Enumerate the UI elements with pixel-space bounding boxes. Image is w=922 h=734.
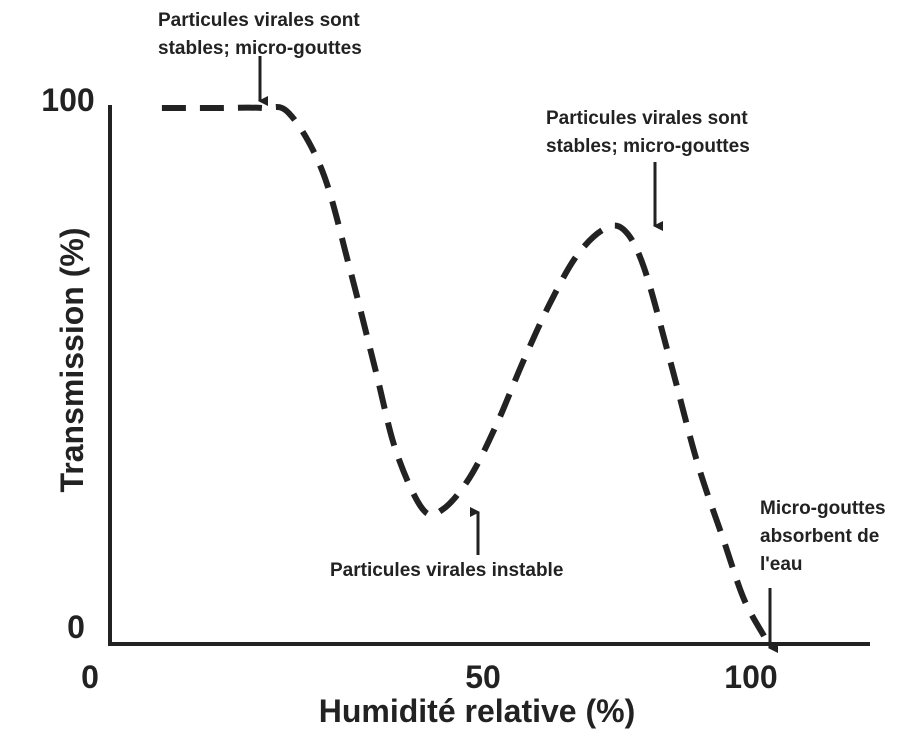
annotation-text: Particules virales sont	[546, 108, 748, 129]
x-tick-label: 50	[465, 659, 501, 695]
annotation-a2: Particules virales sont stables; micro-go…	[546, 108, 750, 231]
annotation-text: Particules virales sont	[158, 10, 360, 31]
data-point	[346, 263, 352, 269]
annotation-text: stables; micro-gouttes	[546, 136, 750, 157]
annotation-a4: Micro-gouttes absorbent de l'eau	[760, 498, 886, 653]
y-axis-title: Transmission (%)	[54, 228, 90, 493]
y-tick-label: 0	[67, 609, 85, 645]
annotation-a3: Particules virales instable	[330, 507, 563, 581]
data-point	[721, 538, 727, 544]
data-point	[493, 422, 499, 428]
annotation-text: stables; micro-gouttes	[158, 38, 362, 59]
x-tick-label: 100	[724, 659, 777, 695]
y-tick-label: 100	[41, 82, 94, 118]
annotation-text: Particules virales instable	[330, 560, 563, 581]
annotation-text: Micro-gouttes	[760, 498, 886, 519]
annotation-text: l'eau	[760, 554, 803, 575]
plot-area	[161, 104, 767, 638]
data-point	[393, 448, 399, 454]
annotation-a1: Particules virales sont stables; micro-go…	[158, 10, 362, 106]
annotation-text: absorbent de	[760, 526, 879, 547]
x-tick-label: 0	[81, 659, 99, 695]
x-axis-title: Humidité relative (%)	[319, 693, 636, 729]
series-line-1	[161, 104, 767, 638]
